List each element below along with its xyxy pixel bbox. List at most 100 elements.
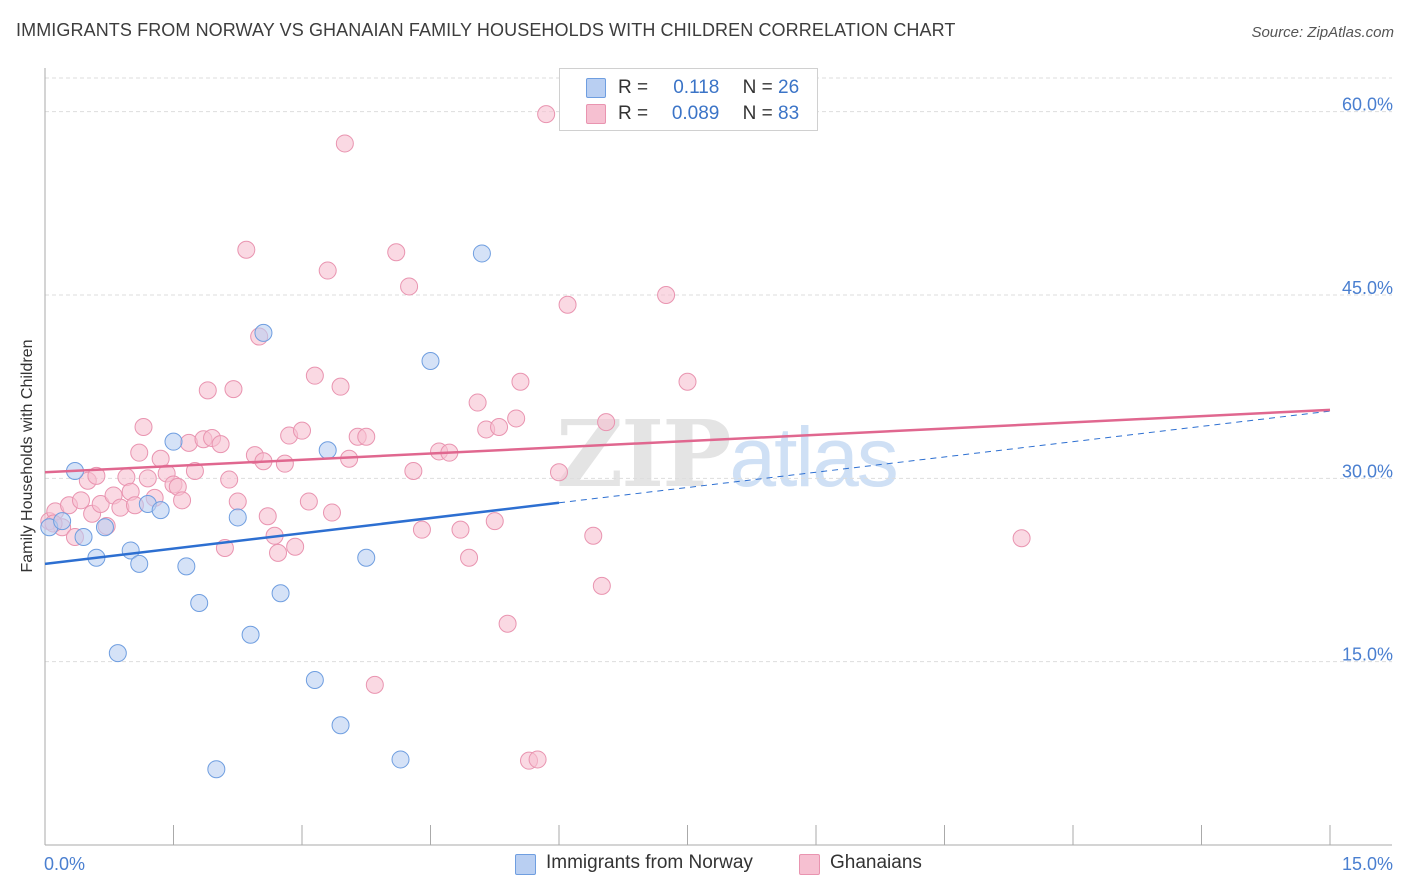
norway-point — [305, 671, 324, 689]
legend-r-value: 0.118 — [673, 77, 720, 98]
tick-labels: 15.0% 30.0% 45.0% 60.0% 0.0% 15.0% — [44, 95, 1393, 874]
ghanaians-point — [134, 418, 153, 436]
ghanaians-points — [40, 105, 1031, 770]
norway-point — [357, 548, 376, 567]
norway-trend-extension — [558, 410, 1331, 504]
ghanaians-point — [550, 463, 568, 482]
y-tick-label: 60.0% — [1342, 95, 1393, 115]
ghanaians-point — [130, 443, 149, 462]
norway-point — [108, 644, 127, 663]
ghanaians-point — [258, 507, 277, 526]
ghanaians-point — [460, 548, 479, 567]
chart-title: IMMIGRANTS FROM NORWAY VS GHANAIAN FAMIL… — [16, 20, 956, 40]
ghanaians-point — [365, 675, 384, 694]
ghanaians-point — [198, 381, 217, 400]
ghanaians-point — [331, 377, 350, 396]
norway-point — [391, 750, 410, 769]
x-tick-label: 15.0% — [1342, 854, 1393, 874]
norway-point — [151, 501, 170, 520]
axes — [44, 68, 1392, 846]
ghanaians-point — [597, 413, 616, 432]
x-tick-label: 0.0% — [44, 854, 85, 874]
watermark-zip: ZIP — [556, 400, 731, 508]
ghanaians-legend-label: Ghanaians — [830, 852, 922, 873]
ghanaians-point — [91, 495, 110, 513]
ghanaians-point — [269, 543, 288, 562]
ghanaians-point — [138, 469, 157, 488]
legend-r-value: 0.089 — [671, 103, 720, 124]
norway-point — [95, 518, 114, 537]
norway-point — [421, 352, 440, 370]
norway-point — [190, 594, 209, 612]
ghanaians-point — [412, 520, 431, 539]
trend-lines — [44, 408, 1331, 566]
ghanaians-point — [451, 520, 470, 539]
norway-points — [40, 244, 491, 779]
source-label: Source: ZipAtlas.com — [1251, 24, 1394, 41]
ghanaians-point — [228, 492, 247, 511]
legend-n-value: 83 — [778, 103, 800, 124]
ghanaians-point — [485, 512, 504, 531]
legend-r-label: R = — [618, 77, 654, 98]
ghanaians-point — [220, 470, 239, 489]
y-tick-label: 45.0% — [1342, 278, 1393, 298]
ghanaians-point — [71, 491, 90, 510]
norway-trend-line — [44, 501, 560, 566]
ghanaians-point — [185, 462, 204, 480]
norway-point — [207, 760, 226, 779]
norway-point — [271, 584, 290, 603]
watermark: ZIPatlas — [556, 400, 899, 508]
ghanaians-point — [286, 537, 305, 556]
legend-n-label: N = — [742, 77, 779, 98]
norway-point — [331, 716, 350, 735]
ghanaians-point — [511, 372, 530, 391]
ghanaians-point — [584, 526, 603, 545]
ghanaians-point — [305, 366, 324, 385]
ghanaians-point — [87, 466, 106, 485]
ghanaians-point — [507, 409, 526, 428]
ghanaians-point — [357, 427, 376, 446]
correlation-legend: R = 0.118 N = 26 R = 0.089 N = 83 — [559, 68, 818, 131]
legend-n-value: 26 — [778, 77, 800, 98]
ghanaians-point — [657, 286, 676, 304]
y-tick-label: 30.0% — [1342, 461, 1393, 481]
y-tick-label: 15.0% — [1342, 645, 1393, 665]
ghanaians-point — [237, 240, 256, 259]
ghanaians-point — [537, 105, 556, 124]
ghanaians-point — [293, 421, 311, 440]
ghanaians-point — [224, 380, 243, 399]
ghanaians-point — [400, 277, 419, 296]
ghanaians-point — [490, 418, 509, 436]
ghanaians-point — [592, 576, 611, 595]
norway-point — [130, 554, 149, 573]
norway-point — [318, 441, 337, 460]
legend-r-label: R = — [618, 103, 654, 124]
ghanaians-point — [558, 295, 577, 314]
ghanaians-point — [322, 503, 341, 522]
norway-point — [164, 432, 183, 451]
ghanaians-point — [387, 243, 406, 262]
ghanaians-point — [1012, 529, 1031, 548]
ghanaians-point — [211, 435, 230, 454]
ghanaians-point — [404, 462, 423, 480]
norway-point — [254, 323, 273, 342]
ghanaians-point — [173, 491, 192, 510]
norway-legend-label: Immigrants from Norway — [546, 852, 753, 873]
ghanaians-point — [318, 261, 337, 280]
norway-point — [177, 557, 196, 576]
legend-n-label: N = — [742, 103, 779, 124]
norway-legend-swatch — [515, 854, 536, 875]
ghanaians-point — [498, 614, 517, 633]
ghanaians-trend-line — [44, 408, 1331, 474]
ghanaians-point — [299, 492, 318, 511]
norway-point — [74, 528, 93, 546]
norway-point — [472, 244, 491, 263]
norway-swatch — [586, 78, 606, 98]
ghanaians-point — [468, 393, 487, 412]
ghanaians-point — [335, 134, 354, 153]
norway-point — [53, 512, 72, 531]
ghanaians-swatch — [586, 104, 606, 124]
ghanaians-point — [275, 454, 294, 473]
norway-point — [241, 625, 260, 644]
